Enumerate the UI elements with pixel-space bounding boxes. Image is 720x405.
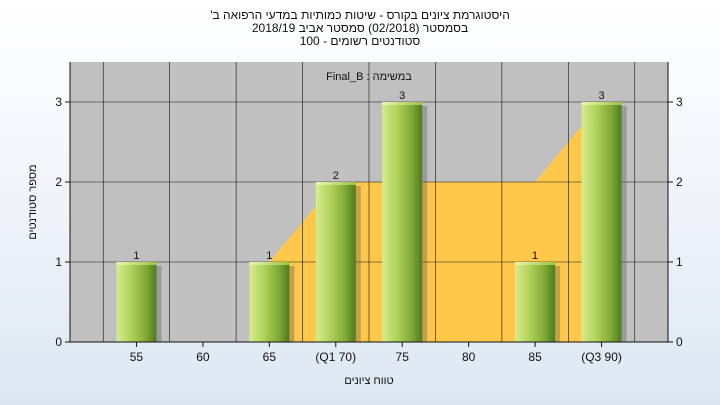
chart-annotation: במשימה : Final_B: [326, 71, 412, 83]
data-label: 1: [133, 250, 139, 262]
x-axis-label: טווח ציונים: [344, 375, 393, 387]
data-label: 2: [333, 170, 339, 182]
bar: [116, 262, 157, 342]
bar-top: [382, 102, 423, 105]
x-tick-label: 80: [462, 350, 476, 364]
x-tick-label: 85: [528, 350, 542, 364]
data-label: 1: [266, 250, 272, 262]
y-tick-label-right: 0: [676, 335, 683, 349]
data-label: 3: [399, 90, 405, 102]
chart-title-line-3: סטודנטים רשומים - 100: [299, 34, 421, 48]
bar-top: [581, 102, 622, 105]
bar: [581, 102, 622, 342]
data-label: 1: [532, 250, 538, 262]
bar-top: [515, 262, 556, 265]
y-tick-label-right: 2: [676, 175, 683, 189]
x-tick-label: 60: [196, 350, 210, 364]
bar: [382, 102, 423, 342]
y-tick-label-left: 0: [55, 335, 62, 349]
y-tick-label-left: 3: [55, 95, 62, 109]
x-tick-label: 55: [130, 350, 144, 364]
bar-top: [315, 182, 356, 185]
y-tick-label-left: 2: [55, 175, 62, 189]
chart-title: היסטוגרמת ציונים בקורס - שיטות כמותיות ב…: [0, 9, 720, 48]
chart-title-line-2: בסמסטר (02/2018) סמסטר אביב 2018/19: [251, 21, 469, 35]
bar: [249, 262, 290, 342]
x-tick-label: (Q3 90): [581, 350, 622, 364]
x-tick-label: (Q1 70): [315, 350, 356, 364]
bar-top: [249, 262, 290, 265]
chart-title-line-1: היסטוגרמת ציונים בקורס - שיטות כמותיות ב…: [210, 8, 510, 22]
bar-top: [116, 262, 157, 265]
x-tick-label: 75: [396, 350, 410, 364]
y-axis-label: מספר סטודנטים: [27, 164, 39, 239]
bar: [515, 262, 556, 342]
bar-layer: 1 1 2 3 1 3: [116, 90, 627, 342]
y-tick-label-right: 1: [676, 255, 683, 269]
bar: [315, 182, 356, 342]
y-tick-label-right: 3: [676, 95, 683, 109]
axis-layer: 0 0 1 1 2 2 3 3 55 60 65 (Q1 70) 75 80 85 (Q3 90): [55, 62, 683, 364]
x-tick-label: 65: [263, 350, 277, 364]
y-tick-label-left: 1: [55, 255, 62, 269]
data-label: 3: [598, 90, 604, 102]
